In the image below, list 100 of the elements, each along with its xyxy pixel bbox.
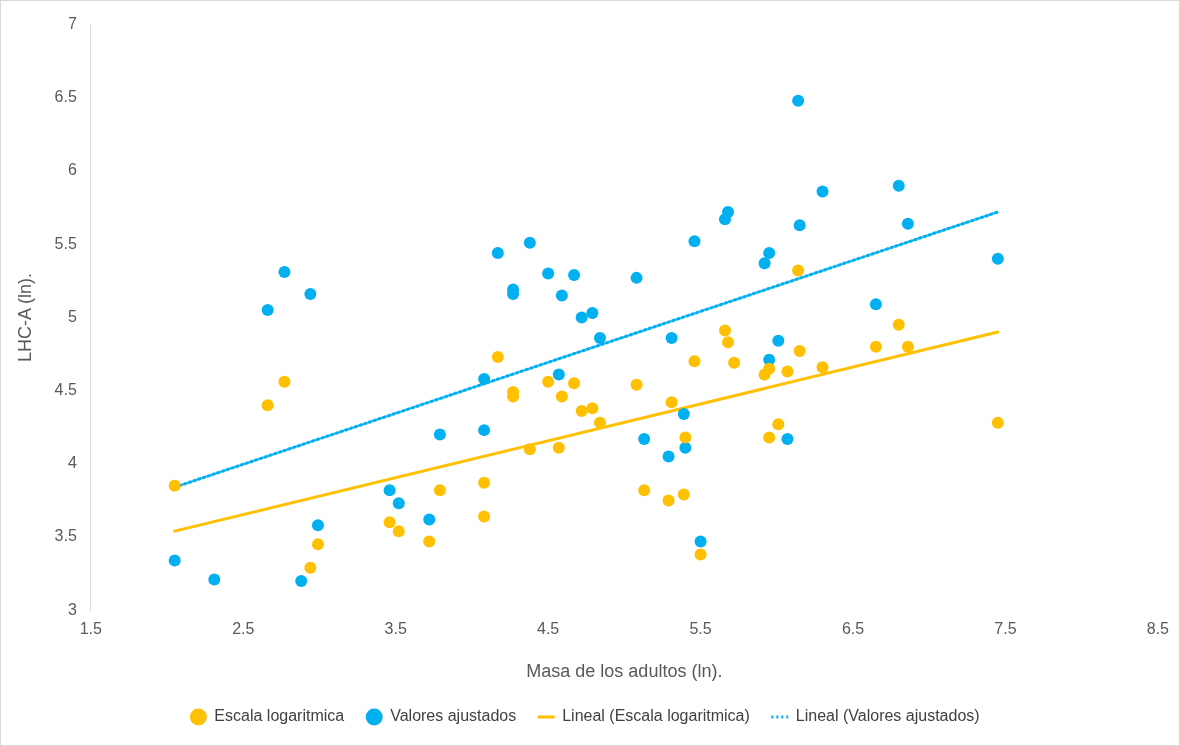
point [665, 331, 678, 344]
point [772, 334, 785, 347]
point [523, 236, 536, 249]
x-tick-label: 3.5 [384, 620, 407, 638]
y-tick-label: 3 [67, 600, 77, 618]
point [892, 179, 905, 192]
point [728, 356, 741, 369]
y-tick-label: 5.5 [54, 234, 77, 252]
point [304, 561, 317, 574]
point [586, 307, 599, 320]
point [638, 432, 651, 445]
point [383, 516, 396, 529]
point [792, 264, 805, 277]
point [638, 484, 651, 497]
point [722, 205, 735, 218]
point [278, 375, 291, 388]
point [722, 336, 735, 349]
point [383, 484, 396, 497]
point [662, 450, 675, 463]
point [816, 361, 829, 374]
point [478, 424, 491, 437]
y-tick-label: 6.5 [54, 88, 77, 106]
point [168, 554, 181, 567]
y-axis-title: LHC-A (ln). [14, 272, 35, 362]
y-tick-label: 4.5 [54, 381, 77, 399]
point [523, 443, 536, 456]
point [491, 246, 504, 259]
point [311, 519, 324, 532]
point [304, 287, 317, 300]
y-tick-label: 7 [67, 15, 77, 33]
point [311, 538, 324, 551]
point [575, 405, 588, 418]
point [718, 324, 731, 337]
point [261, 304, 274, 317]
x-tick-label: 7.5 [994, 620, 1017, 638]
point [772, 418, 785, 431]
point [758, 257, 771, 270]
point [763, 362, 776, 375]
point [593, 331, 606, 344]
point [792, 94, 805, 107]
point [478, 476, 491, 489]
point [763, 246, 776, 259]
legend-label: Escala logaritmica [214, 707, 345, 725]
point [433, 484, 446, 497]
point [552, 368, 565, 381]
point [552, 441, 565, 454]
point [679, 441, 692, 454]
y-tick-label: 4 [67, 454, 77, 472]
point [433, 428, 446, 441]
point [665, 396, 678, 409]
point [781, 365, 794, 378]
point [593, 416, 606, 429]
point [295, 574, 308, 587]
point [630, 271, 643, 284]
point [392, 525, 405, 538]
point [208, 573, 221, 586]
point [278, 266, 291, 279]
point [568, 268, 581, 281]
point [892, 318, 905, 331]
point [869, 298, 882, 311]
x-tick-label: 6.5 [841, 620, 865, 638]
point [677, 408, 690, 421]
point [679, 431, 692, 444]
x-tick-label: 4.5 [537, 620, 560, 638]
point [662, 494, 675, 507]
point [261, 399, 274, 412]
point [491, 350, 504, 363]
y-tick-label: 5 [67, 307, 77, 325]
point [793, 345, 806, 358]
legend-label: Lineal (Escala logaritmica) [562, 707, 750, 725]
point [763, 431, 776, 444]
x-axis-title: Masa de los adultos (ln). [526, 661, 723, 682]
point [423, 535, 436, 548]
point [542, 375, 555, 388]
point [478, 372, 491, 385]
point [991, 252, 1004, 265]
point [688, 235, 701, 248]
point [901, 340, 914, 353]
point [869, 340, 882, 353]
legend-label: Lineal (Valores ajustados) [795, 707, 980, 725]
point [423, 513, 436, 526]
x-tick-label: 5.5 [689, 620, 712, 638]
point [694, 535, 707, 548]
y-tick-label: 6 [67, 161, 77, 179]
x-tick-label: 2.5 [232, 620, 255, 638]
point [555, 390, 568, 403]
x-tick-label: 8.5 [1146, 620, 1170, 638]
point [542, 267, 555, 280]
point [568, 377, 581, 390]
x-tick-label: 1.5 [79, 620, 103, 638]
point [781, 432, 794, 445]
point [991, 416, 1004, 429]
point [586, 402, 599, 415]
point [575, 311, 588, 324]
point [793, 219, 806, 232]
point [816, 185, 829, 198]
point [630, 378, 643, 391]
legend-label: Valores ajustados [390, 707, 517, 725]
point [677, 488, 690, 501]
point [694, 548, 707, 561]
